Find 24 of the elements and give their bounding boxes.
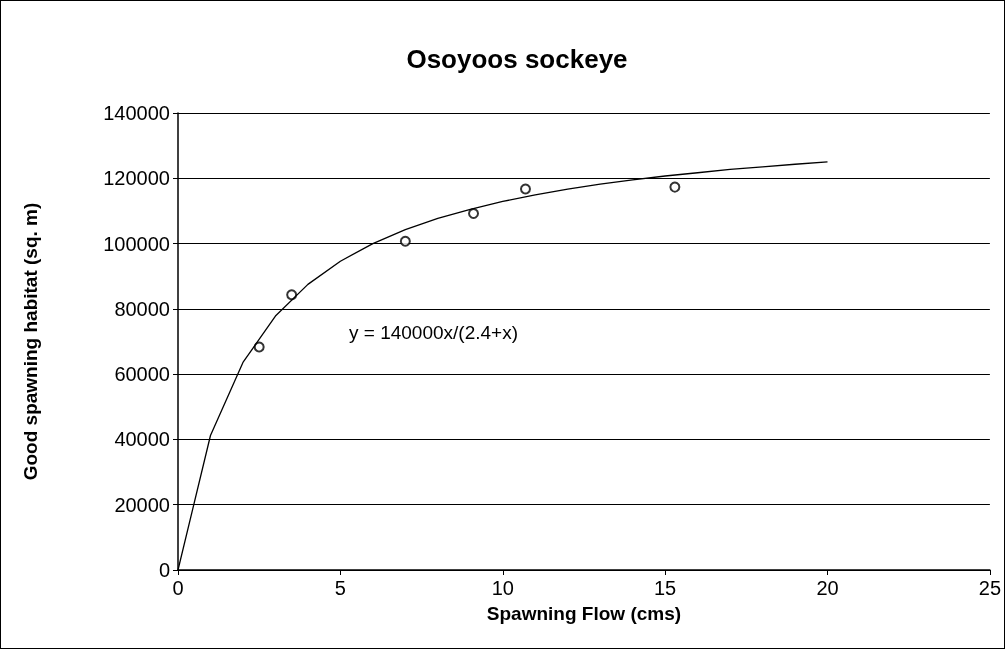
y-tick-label: 120000 [103,167,170,190]
point [519,183,531,195]
x-tick-label: 20 [816,577,839,599]
chart-title: Osoyoos sockeye [406,44,628,74]
x-axis-title: Spawning Flow (cms) [486,603,682,624]
point [399,235,411,247]
y-tick-label: 100000 [103,232,170,255]
point [253,341,265,353]
x-tick-label: 25 [978,577,1001,599]
y-tick-label: 40000 [114,428,170,451]
y-tick-label: 20000 [114,493,170,516]
annotation: y = 140000x/(2.4+x) [349,322,518,343]
x-tick-label: 10 [491,577,514,599]
y-tick-label: 0 [158,559,170,581]
y-tick-label: 60000 [114,363,170,386]
point [468,208,480,220]
y-axis-title: Good spawning habitat (sq. m) [20,202,41,481]
x-tick-label: 15 [654,577,677,599]
y-tick-label: 140000 [103,102,170,124]
y-tick-label: 80000 [114,297,170,320]
point [286,289,298,301]
point [669,181,681,193]
x-tick-label: 5 [334,577,346,599]
x-tick-label: 0 [172,577,184,599]
